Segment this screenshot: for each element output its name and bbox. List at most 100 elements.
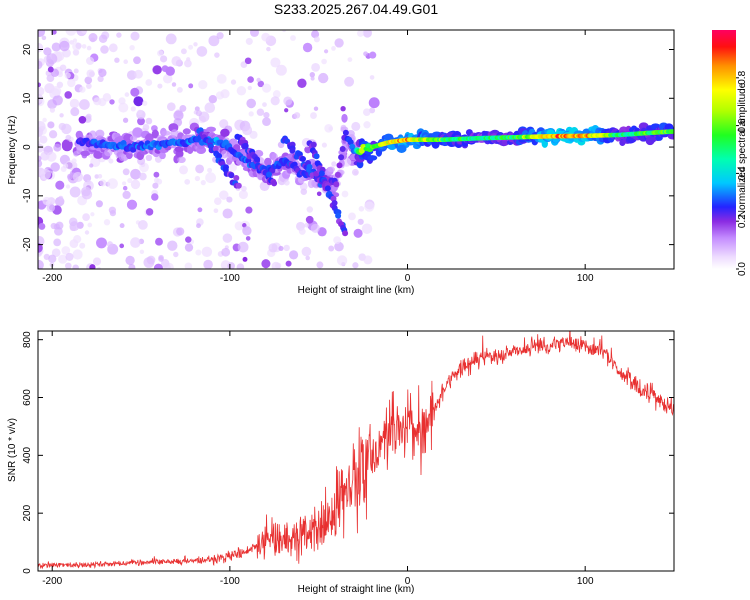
heatmap-cell — [228, 172, 235, 179]
heatmap-cell — [109, 99, 115, 105]
heatmap-cell — [51, 30, 57, 35]
heatmap-cell — [64, 91, 72, 99]
heatmap-cell — [197, 207, 203, 213]
heatmap-cell — [341, 113, 348, 123]
heatmap-cell — [206, 126, 216, 133]
heatmap-cell — [289, 250, 299, 260]
heatmap-cell — [48, 130, 58, 139]
heatmap-cell — [69, 186, 81, 198]
heatmap-cell — [230, 79, 237, 85]
heatmap-cell — [130, 146, 137, 153]
heatmap-cell — [179, 165, 188, 175]
heatmap-cell — [361, 223, 373, 234]
heatmap-cell — [89, 264, 96, 269]
top-y-tick-label: -10 — [22, 188, 33, 203]
heatmap-cell — [171, 82, 177, 87]
heatmap-cell — [331, 161, 337, 167]
heatmap-cell — [104, 148, 113, 157]
heatmap-cell — [207, 167, 213, 173]
heatmap-cell — [318, 72, 329, 84]
heatmap-cell — [173, 251, 179, 258]
heatmap-cell — [283, 244, 290, 252]
heatmap-cell — [61, 139, 73, 151]
heatmap-cell — [334, 38, 344, 48]
heatmap-cell — [234, 221, 244, 231]
heatmap-cell — [216, 153, 223, 159]
heatmap-cell — [313, 36, 320, 43]
heatmap-cell — [334, 171, 341, 178]
heatmap-cell — [196, 223, 201, 229]
heatmap-cell — [69, 40, 75, 45]
heatmap-cell — [171, 56, 182, 67]
heatmap-cell — [195, 110, 202, 117]
heatmap-cell — [38, 159, 43, 168]
heatmap-cell — [247, 76, 254, 83]
top-y-tick-label: 0 — [22, 144, 33, 150]
heatmap-cell — [38, 30, 46, 37]
heatmap-cell — [284, 108, 289, 113]
heatmap-cell — [81, 44, 87, 49]
heatmap-cell — [106, 241, 114, 248]
heatmap-cell — [84, 230, 90, 235]
heatmap-cell — [184, 59, 192, 68]
heatmap-cell — [159, 151, 166, 160]
heatmap-cell — [87, 222, 93, 228]
heatmap-cell — [157, 83, 163, 89]
heatmap-cell — [353, 228, 363, 238]
heatmap-cell — [670, 129, 674, 134]
heatmap-cell — [38, 60, 43, 70]
heatmap-cell — [177, 87, 183, 93]
heatmap-cell — [165, 33, 177, 45]
heatmap-cell — [257, 80, 265, 88]
heatmap-cell — [107, 178, 118, 189]
heatmap-cell — [122, 117, 129, 123]
heatmap-cell — [367, 155, 378, 161]
bottom-y-tick-label: 0 — [22, 568, 33, 574]
heatmap-cell — [145, 79, 153, 86]
heatmap-cell — [208, 95, 217, 104]
heatmap-cell — [348, 212, 356, 221]
heatmap-cell — [155, 237, 163, 246]
heatmap-cell — [310, 112, 317, 120]
bottom-y-tick-label: 400 — [22, 447, 33, 464]
bottom-x-tick-label: 0 — [405, 576, 411, 587]
heatmap-cell — [339, 146, 346, 152]
heatmap-cell — [311, 30, 320, 39]
heatmap-cell — [256, 108, 265, 116]
heatmap-cell — [92, 257, 102, 266]
top-y-tick-label: -20 — [22, 237, 33, 252]
heatmap-cell — [195, 249, 202, 256]
heatmap-cell — [98, 68, 107, 77]
heatmap-cell — [249, 130, 258, 139]
heatmap-cell — [226, 196, 233, 203]
heatmap-cell — [95, 129, 105, 138]
heatmap-cell — [272, 90, 281, 99]
heatmap-cell — [264, 157, 272, 166]
bottom-x-tick-label: -100 — [220, 576, 240, 587]
heatmap-cell — [65, 30, 77, 36]
heatmap-cell — [119, 243, 125, 249]
heatmap-cell — [153, 171, 160, 178]
heatmap-cell — [351, 168, 359, 176]
heatmap-cell — [100, 45, 109, 54]
heatmap-cell — [336, 162, 343, 169]
heatmap-cell — [75, 130, 83, 139]
heatmap-cell — [85, 113, 92, 120]
heatmap-cell — [73, 235, 82, 244]
heatmap-cell — [67, 78, 76, 88]
heatmap-cell — [126, 199, 138, 210]
heatmap-cell — [328, 245, 335, 252]
top-x-tick-label: 0 — [405, 273, 411, 284]
heatmap-cell — [158, 256, 164, 262]
heatmap-cell — [369, 75, 375, 80]
heatmap-cell — [69, 98, 80, 109]
heatmap-cell — [317, 227, 327, 237]
heatmap-cell — [363, 255, 373, 265]
heatmap-cell — [97, 75, 104, 83]
heatmap-cell — [38, 265, 42, 269]
heatmap-cell — [212, 145, 219, 152]
heatmap-cell — [256, 77, 261, 83]
heatmap-cell — [283, 96, 293, 106]
heatmap-cell — [90, 212, 95, 217]
top-x-tick-label: -200 — [42, 273, 62, 284]
